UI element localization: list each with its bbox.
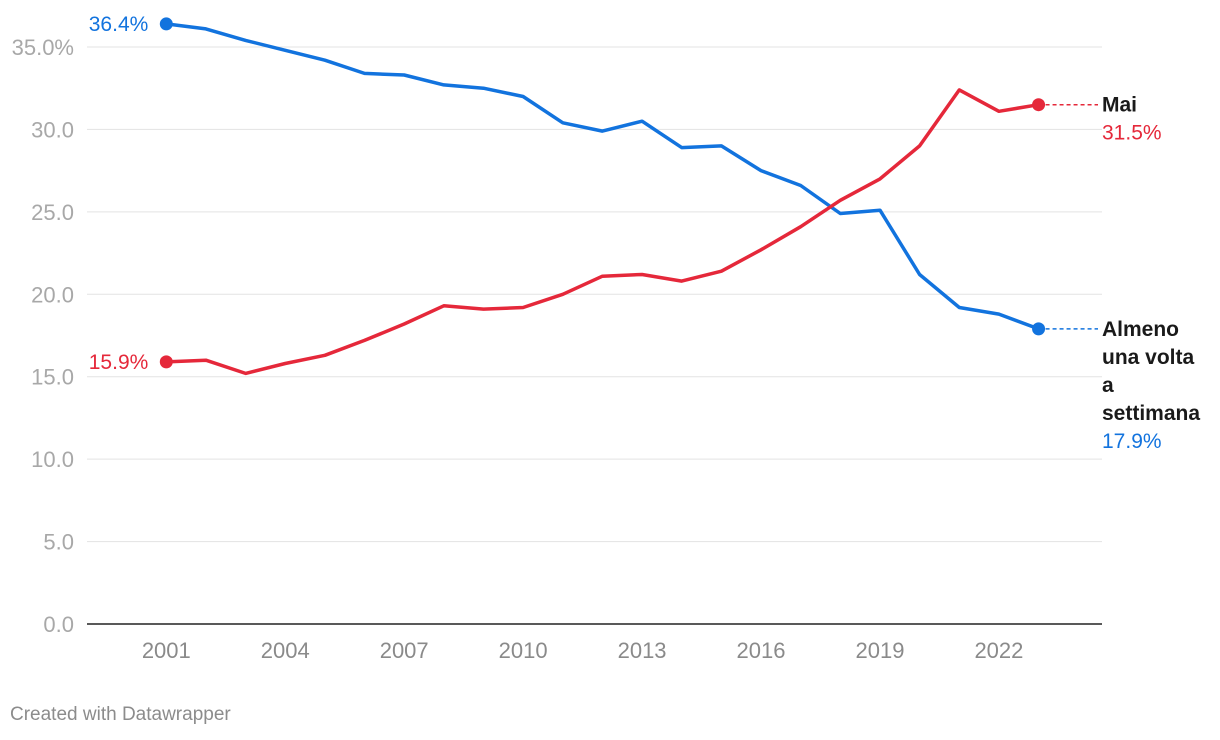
series-line-1 bbox=[164, 88, 1041, 376]
y-tick-label: 35.0% bbox=[12, 35, 74, 60]
series-name-label: Almeno bbox=[1102, 318, 1179, 341]
end-point-0 bbox=[1032, 322, 1046, 336]
y-tick-label: 0.0 bbox=[43, 612, 74, 637]
end-value-label: 17.9% bbox=[1102, 430, 1162, 453]
y-tick-label: 25.0 bbox=[31, 200, 74, 225]
line-chart: 0.0 5.0 10.0 15.0 20.0 25.0 30.0 35.0% 2001 2004… bbox=[12, 13, 1201, 663]
y-tick-label: 5.0 bbox=[43, 530, 74, 555]
series-name-label: una volta bbox=[1102, 346, 1195, 369]
datawrapper-credit: Created with Datawrapper bbox=[10, 704, 231, 725]
gridlines bbox=[87, 46, 1102, 543]
x-axis-ticks: 2001 2004 2007 2010 2013 2016 2019 2022 bbox=[142, 638, 1024, 663]
end-point-1 bbox=[1032, 98, 1046, 112]
x-tick-label: 2004 bbox=[261, 638, 310, 663]
y-tick-label: 30.0 bbox=[31, 117, 74, 142]
x-tick-label: 2013 bbox=[618, 638, 667, 663]
x-tick-label: 2010 bbox=[499, 638, 548, 663]
y-axis-ticks: 0.0 5.0 10.0 15.0 20.0 25.0 30.0 35.0% bbox=[12, 35, 74, 637]
series-lines bbox=[159, 17, 1098, 376]
series-name-label: Mai bbox=[1102, 94, 1137, 117]
series-name-label: settimana bbox=[1102, 402, 1200, 425]
y-tick-label: 15.0 bbox=[31, 365, 74, 390]
end-value-label: 31.5% bbox=[1102, 122, 1162, 145]
series-name-label: a bbox=[1102, 374, 1114, 397]
x-tick-label: 2022 bbox=[974, 638, 1023, 663]
start-point-1 bbox=[159, 355, 173, 369]
x-tick-label: 2001 bbox=[142, 638, 191, 663]
y-tick-label: 10.0 bbox=[31, 447, 74, 472]
series-line-0 bbox=[164, 22, 1041, 331]
x-tick-label: 2019 bbox=[855, 638, 904, 663]
direct-labels: 36.4% Almeno una volta a settimana 17.9% 15.9%… bbox=[89, 13, 1201, 453]
start-point-0 bbox=[159, 17, 173, 31]
y-tick-label: 20.0 bbox=[31, 282, 74, 307]
start-value-label: 15.9% bbox=[89, 351, 149, 374]
x-tick-label: 2007 bbox=[380, 638, 429, 663]
start-value-label: 36.4% bbox=[89, 13, 149, 36]
x-tick-label: 2016 bbox=[737, 638, 786, 663]
